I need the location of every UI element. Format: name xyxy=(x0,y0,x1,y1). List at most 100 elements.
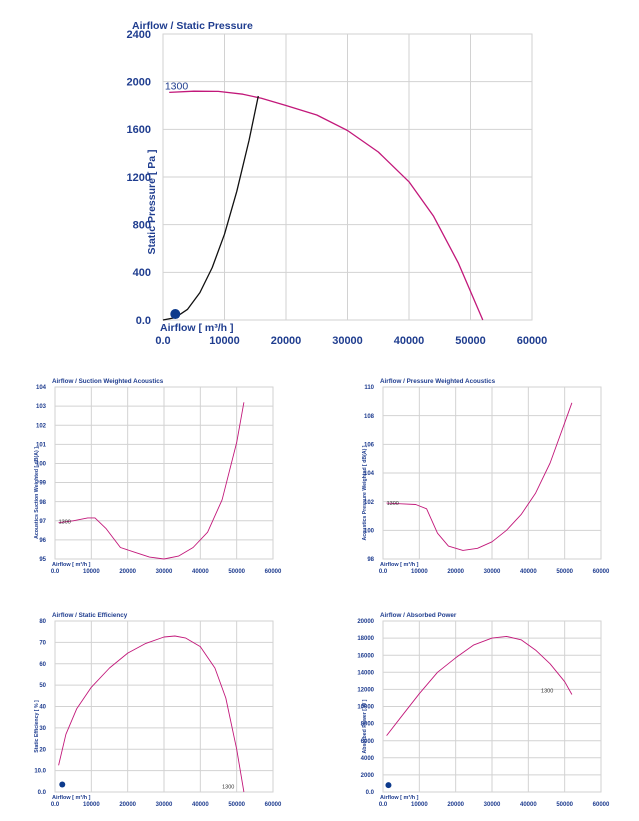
fan-curve-line xyxy=(386,635,573,736)
chart-title: Airflow / Absorbed Power xyxy=(380,612,457,619)
x-tick-label: 40000 xyxy=(520,569,537,575)
y-tick-label: 80 xyxy=(39,619,46,625)
curve-speed-label: 1300 xyxy=(59,520,71,526)
x-tick-label: 0.0 xyxy=(51,569,60,575)
x-tick-label: 20000 xyxy=(447,569,464,575)
chart-title: Airflow / Static Efficiency xyxy=(52,612,128,619)
y-tick-label: 2400 xyxy=(127,29,151,41)
y-tick-label: 103 xyxy=(36,404,47,410)
y-tick-label: 40 xyxy=(39,705,46,711)
y-tick-label: 96 xyxy=(39,538,46,544)
fan-curve-line xyxy=(58,402,245,560)
curve-speed-label: 1300 xyxy=(165,80,189,92)
x-tick-label: 50000 xyxy=(455,335,486,347)
y-tick-label: 1200 xyxy=(127,172,151,184)
x-tick-label: 40000 xyxy=(520,802,537,808)
x-tick-label: 50000 xyxy=(228,569,245,575)
x-tick-label: 0.0 xyxy=(51,802,60,808)
y-tick-label: 16000 xyxy=(357,653,374,659)
x-tick-label: 10000 xyxy=(209,335,240,347)
curve-speed-label: 1300 xyxy=(541,688,553,694)
y-tick-label: 14000 xyxy=(357,670,374,676)
x-tick-label: 30000 xyxy=(156,569,173,575)
x-tick-label: 10000 xyxy=(83,802,100,808)
y-tick-label: 6000 xyxy=(361,739,375,745)
x-tick-label: 20000 xyxy=(447,802,464,808)
y-tick-label: 100 xyxy=(36,462,47,468)
y-tick-label: 100 xyxy=(364,528,375,534)
y-tick-label: 104 xyxy=(36,385,47,391)
y-tick-label: 18000 xyxy=(357,636,374,642)
y-tick-label: 0.0 xyxy=(38,790,47,796)
y-tick-label: 99 xyxy=(39,481,46,487)
y-tick-label: 12000 xyxy=(357,688,374,694)
y-tick-label: 70 xyxy=(39,640,46,646)
y-tick-label: 108 xyxy=(364,414,375,420)
x-axis-label: Airflow [ m³/h ] xyxy=(52,794,91,801)
x-tick-label: 20000 xyxy=(119,569,136,575)
x-tick-label: 0.0 xyxy=(379,569,388,575)
y-axis-label: Static Efficiency [ % ] xyxy=(34,700,40,753)
x-tick-label: 10000 xyxy=(83,569,100,575)
y-tick-label: 98 xyxy=(39,500,46,506)
x-axis-label: Airflow [ m³/h ] xyxy=(52,561,91,568)
y-tick-label: 4000 xyxy=(361,756,375,762)
x-tick-label: 30000 xyxy=(156,802,173,808)
y-tick-label: 1600 xyxy=(127,124,151,136)
y-tick-label: 50 xyxy=(39,683,46,689)
y-tick-label: 110 xyxy=(364,385,374,391)
y-tick-label: 104 xyxy=(364,471,375,477)
x-tick-label: 50000 xyxy=(228,802,245,808)
y-axis-label: Acoustics Suction Weighted [ dB(A) ] xyxy=(34,447,40,539)
y-tick-label: 106 xyxy=(364,442,375,448)
x-tick-label: 60000 xyxy=(265,569,282,575)
y-tick-label: 30 xyxy=(39,726,46,732)
y-tick-label: 97 xyxy=(39,519,46,525)
y-tick-label: 20000 xyxy=(357,619,374,625)
chart-title: Airflow / Suction Weighted Acoustics xyxy=(52,378,164,385)
y-axis-label: Static Pressure [ Pa ] xyxy=(146,149,158,254)
y-tick-label: 60 xyxy=(39,662,46,668)
fan-curve-line xyxy=(386,402,573,551)
x-tick-label: 30000 xyxy=(332,335,363,347)
y-axis-label: Absorbed Power [ W ] xyxy=(362,699,368,753)
x-tick-label: 30000 xyxy=(484,802,501,808)
y-tick-label: 10.0 xyxy=(34,769,46,775)
y-axis-label: Acoustics Pressure Weighted [ dB(A) ] xyxy=(362,445,368,540)
y-tick-label: 0.0 xyxy=(136,315,151,327)
y-tick-label: 2000 xyxy=(361,773,375,779)
x-axis-label: Airflow [ m³/h ] xyxy=(380,794,419,801)
y-tick-label: 2000 xyxy=(127,77,151,89)
y-tick-label: 102 xyxy=(36,423,47,429)
x-tick-label: 20000 xyxy=(271,335,302,347)
y-tick-label: 98 xyxy=(367,557,374,563)
x-tick-label: 40000 xyxy=(394,335,425,347)
x-tick-label: 40000 xyxy=(192,802,209,808)
y-tick-label: 8000 xyxy=(361,722,375,728)
x-axis-label: Airflow [ m³/h ] xyxy=(380,561,419,568)
x-tick-label: 60000 xyxy=(517,335,548,347)
x-tick-label: 0.0 xyxy=(155,335,170,347)
x-tick-label: 60000 xyxy=(593,569,610,575)
operating-point-marker xyxy=(385,782,392,789)
x-tick-label: 20000 xyxy=(119,802,136,808)
x-tick-label: 50000 xyxy=(556,802,573,808)
chart-title: Airflow / Static Pressure xyxy=(132,20,253,32)
y-tick-label: 400 xyxy=(133,267,151,279)
fan-curve-line xyxy=(169,90,484,321)
fan-curve-line xyxy=(58,635,245,793)
x-tick-label: 50000 xyxy=(556,569,573,575)
x-tick-label: 10000 xyxy=(411,569,428,575)
operating-point-marker xyxy=(170,309,181,320)
x-tick-label: 40000 xyxy=(192,569,209,575)
y-tick-label: 20 xyxy=(39,747,46,753)
operating-point-marker xyxy=(59,781,66,788)
x-tick-label: 60000 xyxy=(265,802,282,808)
x-tick-label: 0.0 xyxy=(379,802,388,808)
x-tick-label: 30000 xyxy=(484,569,501,575)
y-tick-label: 102 xyxy=(364,500,375,506)
